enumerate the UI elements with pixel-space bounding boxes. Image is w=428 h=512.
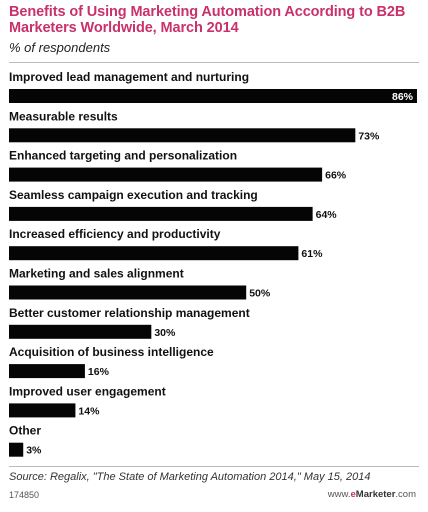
value-label: 50% (249, 288, 271, 300)
bar (9, 324, 152, 339)
bar (9, 89, 417, 103)
emarketer-logo: www.eMarketer.com (328, 489, 416, 500)
value-label: 61% (301, 248, 323, 260)
value-label: 14% (78, 405, 100, 417)
value-label: 3% (26, 445, 42, 457)
header-divider (9, 62, 419, 63)
value-label: 86% (392, 91, 414, 103)
chart-title: Benefits of Using Marketing Automation A… (9, 4, 406, 36)
brand-prefix: www. (327, 489, 351, 500)
category-label: Improved user engagement (9, 384, 166, 398)
brand-name: Marketer (355, 489, 396, 500)
value-label: 16% (88, 366, 110, 378)
category-label: Seamless campaign execution and tracking (9, 188, 258, 202)
category-label: Acquisition of business intelligence (9, 345, 214, 359)
category-label: Enhanced targeting and personalization (9, 149, 237, 163)
category-label: Other (9, 424, 41, 438)
category-label: Measurable results (9, 109, 118, 123)
bar (9, 403, 76, 418)
bar (9, 285, 247, 300)
value-label: 64% (316, 209, 338, 221)
brand-suffix: .com (395, 489, 416, 500)
brand-e: e (350, 489, 356, 500)
category-label: Marketing and sales alignment (9, 267, 184, 281)
bar (9, 167, 323, 182)
category-label: Increased efficiency and productivity (9, 227, 221, 241)
bar (9, 206, 313, 221)
footer-divider (9, 466, 419, 467)
bar (9, 246, 299, 261)
chart-subtitle: % of respondents (9, 40, 111, 55)
source-note: Source: Regalix, "The State of Marketing… (9, 471, 371, 483)
bar (9, 128, 356, 143)
bar (9, 442, 24, 457)
category-label: Better customer relationship management (9, 306, 250, 320)
value-label: 73% (358, 130, 380, 142)
value-label: 66% (325, 170, 347, 182)
value-label: 30% (154, 327, 176, 339)
category-label: Improved lead management and nurturing (9, 70, 249, 84)
chart-id: 174850 (9, 490, 40, 500)
bar (9, 364, 85, 379)
